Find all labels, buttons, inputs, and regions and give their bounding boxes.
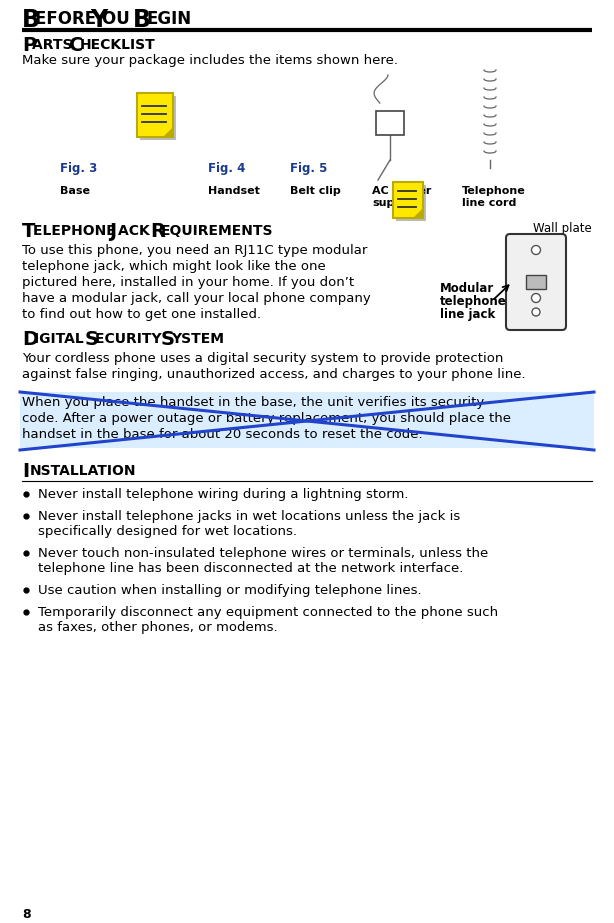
Text: as faxes, other phones, or modems.: as faxes, other phones, or modems. [38, 621, 278, 634]
Text: Handset: Handset [208, 186, 260, 196]
Text: Base: Base [60, 186, 90, 196]
Text: telephone: telephone [440, 295, 507, 308]
Text: EQUIREMENTS: EQUIREMENTS [161, 224, 273, 238]
Text: J: J [109, 222, 116, 241]
Text: Wall plate: Wall plate [533, 222, 592, 235]
Text: AC power: AC power [372, 186, 432, 196]
Text: R: R [150, 222, 165, 241]
Text: Belt clip: Belt clip [290, 186, 341, 196]
Text: Telephone: Telephone [462, 186, 526, 196]
Text: Fig. 4: Fig. 4 [208, 162, 246, 175]
Text: have a modular jack, call your local phone company: have a modular jack, call your local pho… [22, 292, 371, 305]
FancyBboxPatch shape [376, 111, 404, 135]
Text: HECKLIST: HECKLIST [80, 38, 156, 52]
Text: telephone jack, which might look like the one: telephone jack, which might look like th… [22, 260, 326, 273]
Text: pictured here, installed in your home. If you don’t: pictured here, installed in your home. I… [22, 276, 354, 289]
Text: IGITAL: IGITAL [34, 332, 88, 346]
Text: Use caution when installing or modifying telephone lines.: Use caution when installing or modifying… [38, 584, 422, 597]
Text: I: I [22, 462, 29, 481]
FancyBboxPatch shape [393, 182, 423, 218]
Text: T: T [22, 222, 36, 241]
Text: B: B [133, 8, 151, 32]
Text: 8: 8 [22, 908, 31, 921]
Text: EGIN: EGIN [146, 10, 191, 28]
Text: When you place the handset in the base, the unit verifies its security: When you place the handset in the base, … [22, 396, 484, 409]
Text: line jack: line jack [440, 308, 495, 321]
FancyBboxPatch shape [506, 234, 566, 330]
Polygon shape [164, 128, 173, 137]
Text: to find out how to get one installed.: to find out how to get one installed. [22, 308, 261, 321]
Text: telephone line has been disconnected at the network interface.: telephone line has been disconnected at … [38, 562, 464, 575]
Text: ECURITY: ECURITY [95, 332, 166, 346]
Text: Temporarily disconnect any equipment connected to the phone such: Temporarily disconnect any equipment con… [38, 606, 498, 619]
Text: Never install telephone wiring during a lightning storm.: Never install telephone wiring during a … [38, 488, 408, 501]
Text: S: S [161, 330, 175, 349]
Text: C: C [69, 36, 84, 55]
Text: Modular: Modular [440, 282, 494, 295]
Text: Y: Y [90, 8, 107, 32]
Polygon shape [414, 209, 423, 218]
Text: Never install telephone jacks in wet locations unless the jack is: Never install telephone jacks in wet loc… [38, 510, 460, 523]
Text: To use this phone, you need an RJ11C type modular: To use this phone, you need an RJ11C typ… [22, 244, 367, 257]
Text: code. After a power outage or battery replacement, you should place the: code. After a power outage or battery re… [22, 412, 511, 425]
Text: ARTS: ARTS [32, 38, 77, 52]
Text: EFORE: EFORE [35, 10, 102, 28]
Text: P: P [22, 36, 36, 55]
Text: D: D [22, 330, 38, 349]
FancyBboxPatch shape [137, 93, 173, 137]
Text: OU: OU [102, 10, 136, 28]
Text: line cord: line cord [462, 198, 516, 208]
Text: Make sure your package includes the items shown here.: Make sure your package includes the item… [22, 54, 398, 67]
Text: YSTEM: YSTEM [171, 332, 224, 346]
Circle shape [532, 294, 540, 303]
FancyBboxPatch shape [140, 96, 176, 140]
Text: Fig. 3: Fig. 3 [60, 162, 97, 175]
FancyBboxPatch shape [396, 185, 426, 221]
Text: ACK: ACK [118, 224, 155, 238]
Circle shape [532, 246, 540, 255]
Text: ELEPHONE: ELEPHONE [33, 224, 120, 238]
Text: S: S [85, 330, 99, 349]
FancyBboxPatch shape [20, 392, 594, 448]
FancyBboxPatch shape [526, 275, 546, 289]
Text: handset in the base for about 20 seconds to reset the code.: handset in the base for about 20 seconds… [22, 428, 422, 441]
Text: supply: supply [372, 198, 413, 208]
Text: B: B [22, 8, 40, 32]
Text: against false ringing, unauthorized access, and charges to your phone line.: against false ringing, unauthorized acce… [22, 368, 526, 381]
Circle shape [532, 308, 540, 316]
Text: Fig. 5: Fig. 5 [290, 162, 327, 175]
Text: NSTALLATION: NSTALLATION [30, 464, 136, 478]
Text: Your cordless phone uses a digital security system to provide protection: Your cordless phone uses a digital secur… [22, 352, 503, 365]
Text: Never touch non-insulated telephone wires or terminals, unless the: Never touch non-insulated telephone wire… [38, 547, 488, 560]
Text: specifically designed for wet locations.: specifically designed for wet locations. [38, 525, 297, 538]
